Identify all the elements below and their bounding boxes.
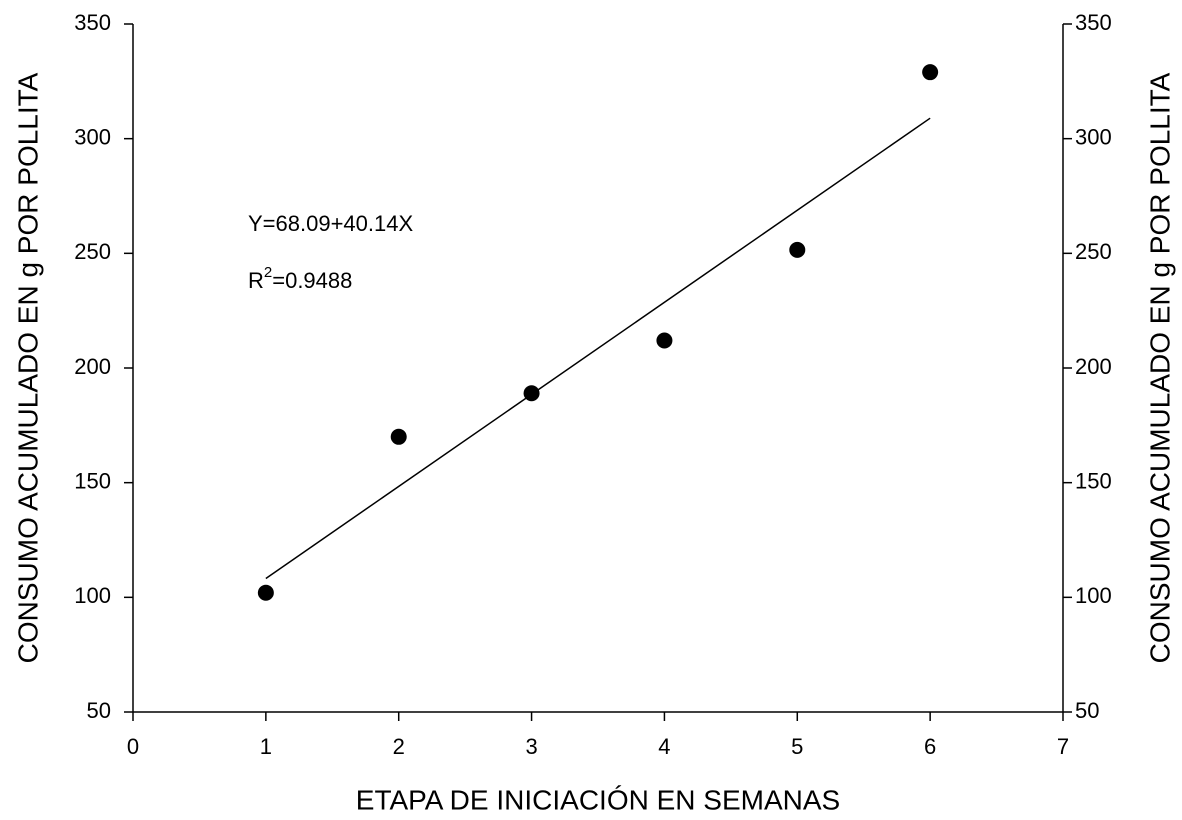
x-axis-label: ETAPA DE INICIACIÓN EN SEMANAS [356, 784, 840, 815]
fit-line [265, 117, 931, 580]
y-tick-label: 300 [74, 124, 111, 149]
y2-tick-label: 200 [1075, 354, 1112, 379]
y-tick-label: 200 [74, 354, 111, 379]
y-tick-label: 150 [74, 468, 111, 493]
equation: Y=68.09+40.14X [248, 211, 413, 236]
x-tick-label: 2 [393, 734, 405, 759]
data-point [922, 64, 939, 81]
x-tick-label: 3 [525, 734, 537, 759]
x-tick-label: 1 [260, 734, 272, 759]
data-point [257, 584, 274, 601]
x-tick-label: 6 [924, 734, 936, 759]
y-tick-label: 350 [74, 10, 111, 35]
y2-tick-label: 300 [1075, 124, 1112, 149]
x-tick-label: 0 [127, 734, 139, 759]
y2-tick-label: 50 [1075, 698, 1099, 723]
y2-tick-label: 100 [1075, 583, 1112, 608]
data-point [656, 332, 673, 349]
r2-annotation: R2=0.9488 [248, 264, 352, 293]
x-tick-label: 5 [791, 734, 803, 759]
r2-superscript: 2 [264, 264, 272, 281]
y-axis-label: CONSUMO ACUMULADO EN g POR POLLITA [12, 72, 43, 663]
y-tick-label: 250 [74, 239, 111, 264]
data-point [390, 428, 407, 445]
data-point [789, 241, 806, 258]
y2-axis-label: CONSUMO ACUMULADO EN g POR POLLITA [1144, 72, 1175, 663]
y-tick-label: 100 [74, 583, 111, 608]
x-tick-label: 4 [658, 734, 670, 759]
y-tick-label: 50 [87, 698, 111, 723]
y2-tick-label: 350 [1075, 10, 1112, 35]
y2-tick-label: 250 [1075, 239, 1112, 264]
y2-tick-label: 150 [1075, 468, 1112, 493]
data-point [523, 385, 540, 402]
x-tick-label: 7 [1057, 734, 1069, 759]
r2-value: =0.9488 [272, 268, 352, 293]
r2-text: R [248, 268, 264, 293]
